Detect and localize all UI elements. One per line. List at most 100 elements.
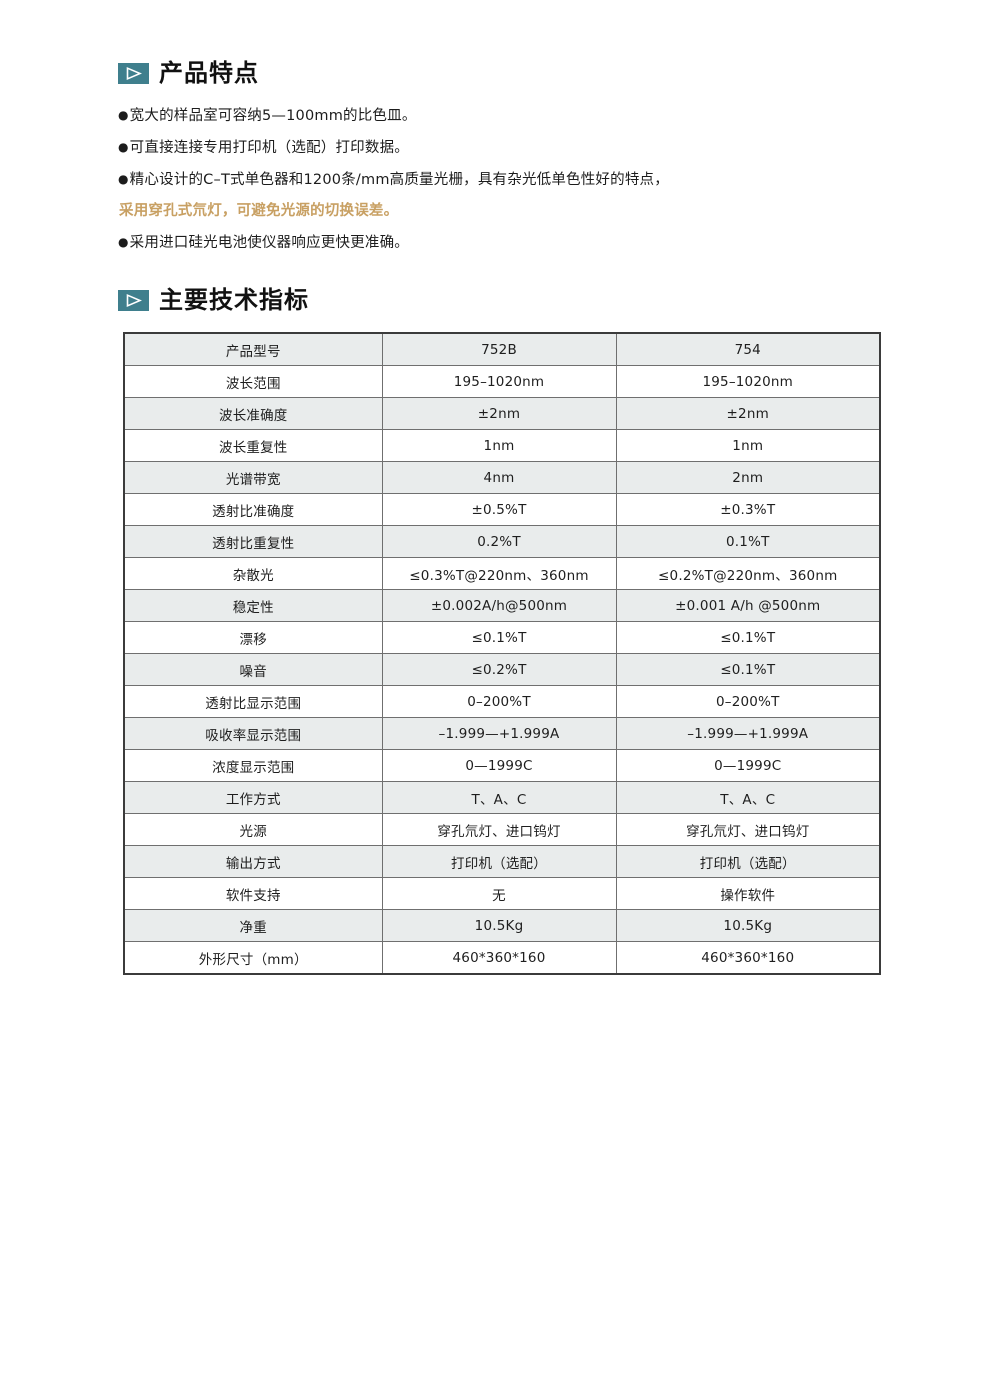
cell-754: 打印机（选配） xyxy=(615,845,880,878)
table-row: 杂散光 ≤0.3%T@220nm、360nm ≤0.2%T@220nm、360n… xyxy=(124,557,880,590)
spec-table-body: 产品型号 752B 754 波长范围 195–1020nm 195–1020nm… xyxy=(124,333,880,974)
cell-752b: ±0.002A/h@500nm xyxy=(381,589,616,622)
cell-754: –1.999—+1.999A xyxy=(615,717,880,750)
cell-754: 460*360*160 xyxy=(615,941,880,974)
list-item: ●可直接连接专用打印机（选配）打印数据。 xyxy=(118,132,878,164)
cell-754: 0.1%T xyxy=(615,525,880,558)
spec-table: 产品型号 752B 754 波长范围 195–1020nm 195–1020nm… xyxy=(123,332,881,975)
cell-754: 1nm xyxy=(615,429,880,462)
cell-label: 工作方式 xyxy=(124,781,382,814)
cell-752b: –1.999—+1.999A xyxy=(381,717,616,750)
cell-label: 净重 xyxy=(124,909,382,942)
table-row: 光源 穿孔氘灯、进口钨灯 穿孔氘灯、进口钨灯 xyxy=(124,813,880,846)
table-row: 波长准确度 ±2nm ±2nm xyxy=(124,397,880,430)
table-row: 透射比重复性 0.2%T 0.1%T xyxy=(124,525,880,558)
table-row: 噪音 ≤0.2%T ≤0.1%T xyxy=(124,653,880,686)
cell-752b: ≤0.2%T xyxy=(381,653,616,686)
table-row: 净重 10.5Kg 10.5Kg xyxy=(124,909,880,942)
list-item: ●采用进口硅光电池使仪器响应更快更准确。 xyxy=(118,227,878,259)
bullet-icon: ● xyxy=(118,235,129,249)
cell-752b: 4nm xyxy=(381,461,616,494)
cell-label: 波长范围 xyxy=(124,365,382,398)
cell-754: 754 xyxy=(615,333,880,366)
list-item: ●宽大的样品室可容纳5—100mm的比色皿。 xyxy=(118,100,878,132)
cell-752b: 195–1020nm xyxy=(381,365,616,398)
table-row: 外形尺寸（mm） 460*360*160 460*360*160 xyxy=(124,941,880,974)
cell-label: 透射比显示范围 xyxy=(124,685,382,718)
cell-752b: 打印机（选配） xyxy=(381,845,616,878)
table-row: 透射比准确度 ±0.5%T ±0.3%T xyxy=(124,493,880,526)
cell-754: ≤0.1%T xyxy=(615,653,880,686)
table-row: 透射比显示范围 0–200%T 0–200%T xyxy=(124,685,880,718)
table-row: 吸收率显示范围 –1.999—+1.999A –1.999—+1.999A xyxy=(124,717,880,750)
cell-752b: 0.2%T xyxy=(381,525,616,558)
table-row: 波长范围 195–1020nm 195–1020nm xyxy=(124,365,880,398)
cell-754: 0–200%T xyxy=(615,685,880,718)
cell-752b: 0—1999C xyxy=(381,749,616,782)
section-technical-specs: 主要技术指标 xyxy=(118,283,309,317)
cell-752b: 穿孔氘灯、进口钨灯 xyxy=(381,813,616,846)
spec-table-container: 产品型号 752B 754 波长范围 195–1020nm 195–1020nm… xyxy=(123,332,881,975)
cell-754: ±0.3%T xyxy=(615,493,880,526)
list-item-label: 采用穿孔式氘灯，可避免光源的切换误差。 xyxy=(119,203,399,219)
cell-754: ±2nm xyxy=(615,397,880,430)
cell-label: 外形尺寸（mm） xyxy=(124,941,382,974)
list-item-label: 宽大的样品室可容纳5—100mm的比色皿。 xyxy=(129,108,417,124)
cell-label: 光源 xyxy=(124,813,382,846)
section-header-features: 产品特点 xyxy=(118,56,259,90)
cell-754: ≤0.1%T xyxy=(615,621,880,654)
cell-754: 10.5Kg xyxy=(615,909,880,942)
cell-label: 吸收率显示范围 xyxy=(124,717,382,750)
cell-label: 波长准确度 xyxy=(124,397,382,430)
cell-754: 操作软件 xyxy=(615,877,880,910)
table-row: 浓度显示范围 0—1999C 0—1999C xyxy=(124,749,880,782)
cell-754: 穿孔氘灯、进口钨灯 xyxy=(615,813,880,846)
list-item-label: 精心设计的C–T式单色器和1200条/mm高质量光栅，具有杂光低单色性好的特点， xyxy=(129,172,669,188)
table-row: 波长重复性 1nm 1nm xyxy=(124,429,880,462)
table-row: 稳定性 ±0.002A/h@500nm ±0.001 A/h @500nm xyxy=(124,589,880,622)
cell-label: 波长重复性 xyxy=(124,429,382,462)
cell-label: 杂散光 xyxy=(124,557,382,590)
table-row: 漂移 ≤0.1%T ≤0.1%T xyxy=(124,621,880,654)
cell-752b: 0–200%T xyxy=(381,685,616,718)
cell-754: 2nm xyxy=(615,461,880,494)
cell-754: ≤0.2%T@220nm、360nm xyxy=(615,557,880,590)
table-row: 工作方式 T、A、C T、A、C xyxy=(124,781,880,814)
cell-label: 软件支持 xyxy=(124,877,382,910)
cell-label: 输出方式 xyxy=(124,845,382,878)
play-triangle-icon xyxy=(118,289,149,311)
bullet-icon: ● xyxy=(118,172,129,186)
cell-752b: ±2nm xyxy=(381,397,616,430)
cell-label: 稳定性 xyxy=(124,589,382,622)
cell-752b: T、A、C xyxy=(381,781,616,814)
section-product-features: 产品特点 xyxy=(118,56,259,90)
bullet-icon: ● xyxy=(118,108,129,122)
cell-752b: 752B xyxy=(381,333,616,366)
cell-754: 0—1999C xyxy=(615,749,880,782)
cell-label: 透射比准确度 xyxy=(124,493,382,526)
table-row: 光谱带宽 4nm 2nm xyxy=(124,461,880,494)
cell-label: 产品型号 xyxy=(124,333,382,366)
play-triangle-icon xyxy=(118,62,149,84)
feature-bullet-list: ●宽大的样品室可容纳5—100mm的比色皿。 ●可直接连接专用打印机（选配）打印… xyxy=(118,100,878,259)
cell-752b: ≤0.3%T@220nm、360nm xyxy=(381,557,616,590)
cell-752b: 10.5Kg xyxy=(381,909,616,942)
cell-754: ±0.001 A/h @500nm xyxy=(615,589,880,622)
list-item-label: 采用进口硅光电池使仪器响应更快更准确。 xyxy=(129,235,409,251)
table-row: 输出方式 打印机（选配） 打印机（选配） xyxy=(124,845,880,878)
cell-754: T、A、C xyxy=(615,781,880,814)
page-title-specs: 主要技术指标 xyxy=(159,286,309,314)
cell-752b: 460*360*160 xyxy=(381,941,616,974)
list-item-label: 可直接连接专用打印机（选配）打印数据。 xyxy=(129,140,409,156)
page-title-features: 产品特点 xyxy=(159,59,259,87)
list-item: ●精心设计的C–T式单色器和1200条/mm高质量光栅，具有杂光低单色性好的特点… xyxy=(118,164,878,196)
bullet-icon: ● xyxy=(118,140,129,154)
cell-label: 漂移 xyxy=(124,621,382,654)
cell-752b: 无 xyxy=(381,877,616,910)
table-row: 软件支持 无 操作软件 xyxy=(124,877,880,910)
cell-752b: 1nm xyxy=(381,429,616,462)
cell-label: 浓度显示范围 xyxy=(124,749,382,782)
cell-label: 光谱带宽 xyxy=(124,461,382,494)
cell-752b: ±0.5%T xyxy=(381,493,616,526)
